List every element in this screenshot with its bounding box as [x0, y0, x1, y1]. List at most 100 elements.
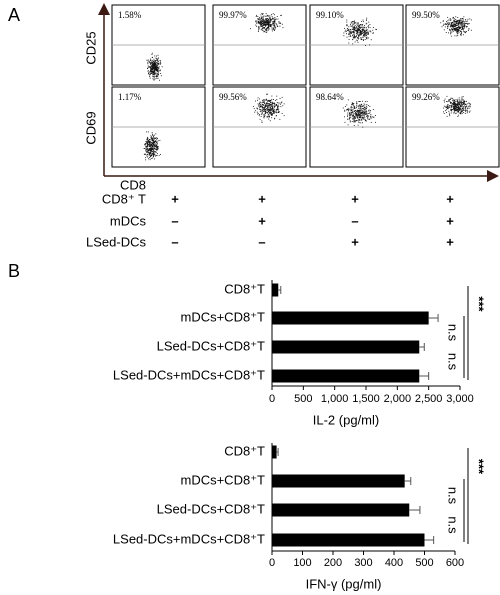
flow-dot: [443, 111, 444, 113]
flow-dot: [362, 31, 363, 33]
gate-percentage: 1.58%: [118, 10, 142, 20]
flow-dot: [276, 105, 278, 107]
flow-dot: [444, 101, 445, 103]
flow-dot: [353, 107, 355, 109]
flow-dot: [151, 71, 153, 73]
error-bar: [424, 536, 435, 544]
flow-dot: [148, 139, 149, 141]
flow-dot: [263, 107, 265, 108]
flow-dot: [351, 31, 353, 33]
flow-dot: [461, 97, 463, 99]
flow-dot: [154, 72, 156, 74]
flow-dot: [269, 17, 271, 18]
x-axis-title: IFN-γ (pg/ml): [306, 576, 382, 591]
flow-dot: [277, 107, 279, 109]
flow-dot: [277, 108, 278, 110]
flow-dot: [360, 116, 362, 118]
flow-dot: [451, 23, 453, 25]
category-label: mDCs+CD8⁺T: [180, 472, 265, 487]
flow-dot: [149, 144, 151, 145]
flow-dot: [354, 37, 356, 39]
flow-dot: [263, 31, 265, 33]
flow-dot: [283, 115, 285, 117]
flow-dot: [272, 13, 274, 15]
flow-dot: [154, 63, 156, 65]
flow-dot: [459, 21, 461, 23]
flow-dot: [150, 155, 152, 157]
flow-dot: [265, 113, 266, 114]
flow-dot: [273, 111, 275, 113]
flow-dot: [272, 23, 274, 24]
flow-dot: [372, 29, 374, 31]
flow-dot: [147, 70, 149, 72]
flow-dot: [271, 30, 273, 32]
flow-dot: [144, 144, 145, 146]
flow-dot: [453, 20, 455, 21]
flow-dot: [449, 19, 451, 21]
flow-dot: [258, 115, 260, 117]
flow-dot: [270, 104, 271, 105]
gate-percentage: 99.26%: [412, 92, 440, 102]
flow-dot: [360, 32, 362, 34]
flow-dot: [350, 32, 352, 34]
flow-dot: [450, 19, 452, 21]
flow-dot: [264, 106, 266, 108]
flow-dot: [267, 100, 269, 102]
flow-dot: [351, 102, 353, 104]
flow-dot: [268, 17, 270, 19]
flow-dot: [359, 31, 361, 32]
flow-dot: [157, 140, 159, 142]
flow-dot: [267, 20, 269, 22]
flow-dot: [462, 108, 464, 110]
flow-dot: [352, 113, 354, 115]
flow-dot: [261, 122, 263, 123]
flow-dot: [461, 102, 463, 103]
flow-dot: [353, 29, 355, 30]
flow-dot: [457, 100, 458, 101]
flow-dot: [449, 115, 451, 117]
flow-dot: [269, 101, 271, 102]
flow-dot: [257, 16, 259, 17]
flow-dot: [458, 110, 460, 112]
flow-dot: [263, 102, 264, 103]
flow-dot: [360, 114, 362, 116]
flow-dot: [151, 144, 153, 145]
flow-dot: [354, 110, 356, 112]
flow-dot: [260, 116, 262, 117]
flow-dot: [266, 29, 268, 31]
flow-dot: [447, 20, 449, 22]
flow-dot: [265, 105, 266, 107]
flow-dot: [358, 25, 360, 27]
flow-dot: [259, 114, 261, 115]
flow-dot: [263, 27, 265, 28]
flow-dot: [451, 31, 453, 33]
flow-dot: [360, 114, 361, 116]
flow-dot: [360, 37, 362, 38]
flow-dot: [368, 109, 370, 111]
flow-dot: [375, 28, 377, 30]
flow-dot: [359, 105, 360, 107]
flow-dot: [464, 24, 466, 25]
flow-dot: [149, 74, 151, 76]
flow-dot: [450, 109, 451, 111]
flow-dot: [357, 32, 358, 34]
flow-dot: [463, 19, 464, 21]
flow-dot: [363, 115, 365, 117]
flow-dot: [361, 119, 363, 121]
flow-dot: [357, 106, 359, 107]
flow-dot: [356, 25, 358, 27]
flow-dot: [369, 112, 371, 114]
flow-dot: [455, 102, 456, 104]
flow-dot: [355, 33, 357, 35]
flow-dot: [361, 103, 363, 105]
flow-dot: [267, 109, 269, 110]
flow-dot: [257, 97, 259, 99]
flow-dot: [451, 28, 453, 29]
flow-dot: [359, 111, 361, 113]
flow-dot: [451, 29, 453, 30]
flow-dot: [147, 141, 149, 143]
flow-dot: [369, 27, 371, 29]
flow-dot: [445, 23, 447, 25]
flow-dot: [356, 22, 358, 24]
y-axis-label: CD69: [83, 111, 98, 144]
